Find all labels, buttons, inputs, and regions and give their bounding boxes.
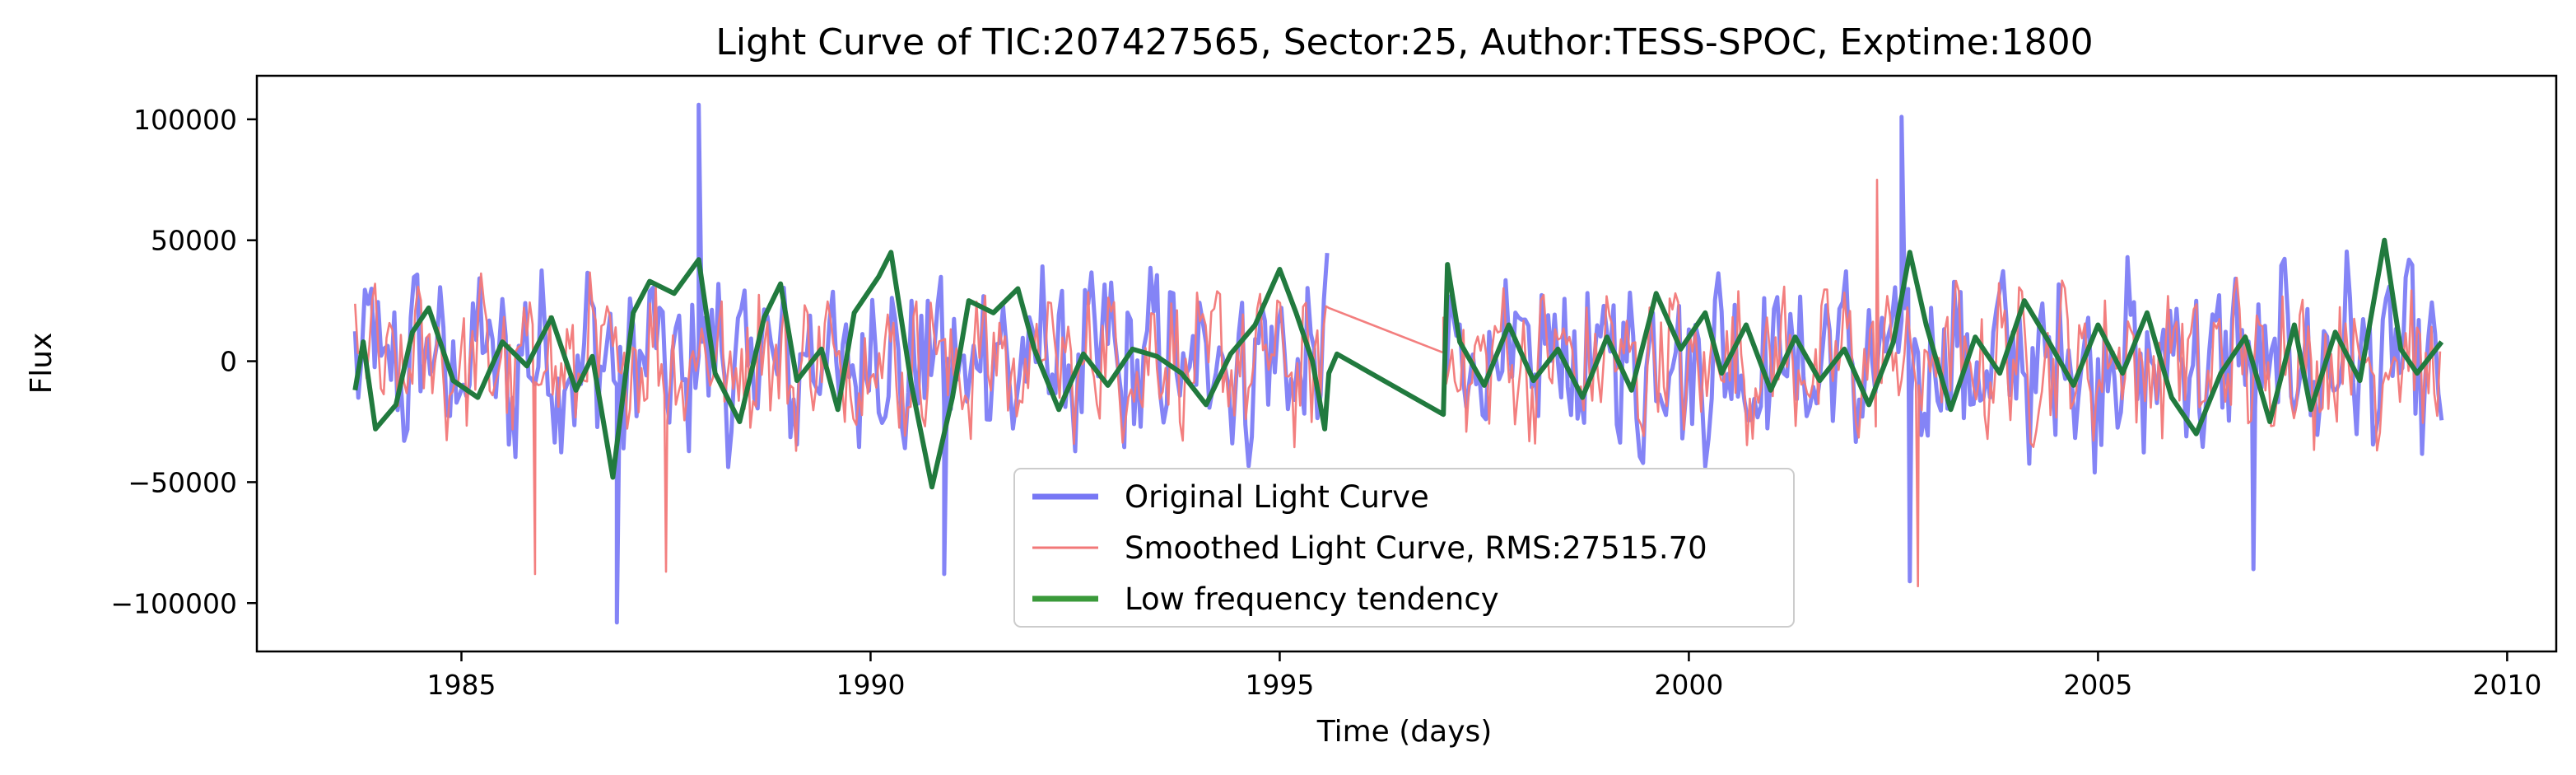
series-smoothed-light-curve bbox=[354, 179, 2442, 587]
legend: Original Light Curve Smoothed Light Curv… bbox=[1013, 468, 1795, 628]
legend-label-smoothed: Smoothed Light Curve, RMS:27515.70 bbox=[1125, 530, 1707, 566]
x-tick-label: 2005 bbox=[2063, 669, 2132, 701]
x-tick-label: 1995 bbox=[1245, 669, 1314, 701]
legend-box bbox=[1013, 468, 1795, 628]
x-tick-label: 2010 bbox=[2472, 669, 2541, 701]
x-tick-label: 2000 bbox=[1654, 669, 1723, 701]
series-low-frequency-tendency bbox=[352, 237, 2444, 490]
y-tick-label: 100000 bbox=[133, 104, 237, 136]
x-axis: 1985 1990 1995 2000 2005 2010 bbox=[426, 651, 2541, 701]
plot-frame bbox=[255, 74, 2558, 653]
chart-title: Light Curve of TIC:207427565, Sector:25,… bbox=[715, 21, 2093, 63]
x-axis-label: Time (days) bbox=[1316, 715, 1493, 749]
y-axis: 100000 50000 0 −50000 −100000 bbox=[110, 104, 257, 619]
legend-label-tendency: Low frequency tendency bbox=[1125, 581, 1499, 617]
x-tick-label: 1990 bbox=[836, 669, 905, 701]
legend-label-original: Original Light Curve bbox=[1125, 479, 1429, 515]
y-tick-label: −100000 bbox=[110, 587, 237, 619]
y-tick-label: 50000 bbox=[151, 225, 237, 257]
series-layer bbox=[352, 102, 2444, 625]
x-tick-label: 1985 bbox=[426, 669, 496, 701]
y-axis-label: Flux bbox=[25, 333, 58, 395]
y-tick-label: 0 bbox=[220, 346, 237, 378]
y-tick-label: −50000 bbox=[128, 466, 237, 498]
